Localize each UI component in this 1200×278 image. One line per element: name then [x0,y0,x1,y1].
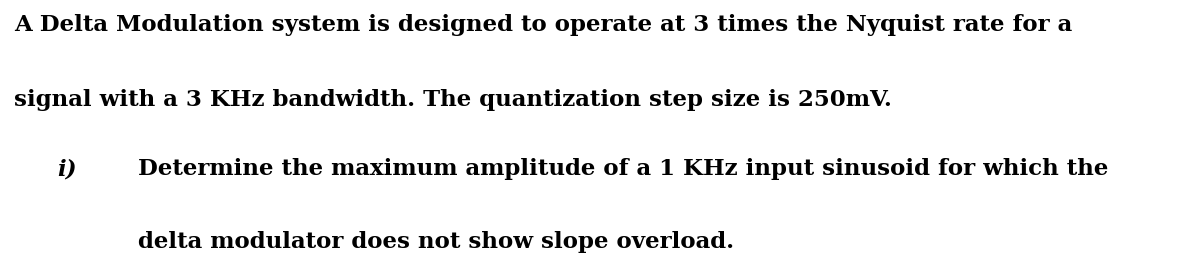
Text: delta modulator does not show slope overload.: delta modulator does not show slope over… [138,231,734,253]
Text: A Delta Modulation system is designed to operate at 3 times the Nyquist rate for: A Delta Modulation system is designed to… [14,14,1073,36]
Text: i): i) [58,158,77,180]
Text: Determine the maximum amplitude of a 1 KHz input sinusoid for which the: Determine the maximum amplitude of a 1 K… [138,158,1109,180]
Text: signal with a 3 KHz bandwidth. The quantization step size is 250mV.: signal with a 3 KHz bandwidth. The quant… [14,89,893,111]
